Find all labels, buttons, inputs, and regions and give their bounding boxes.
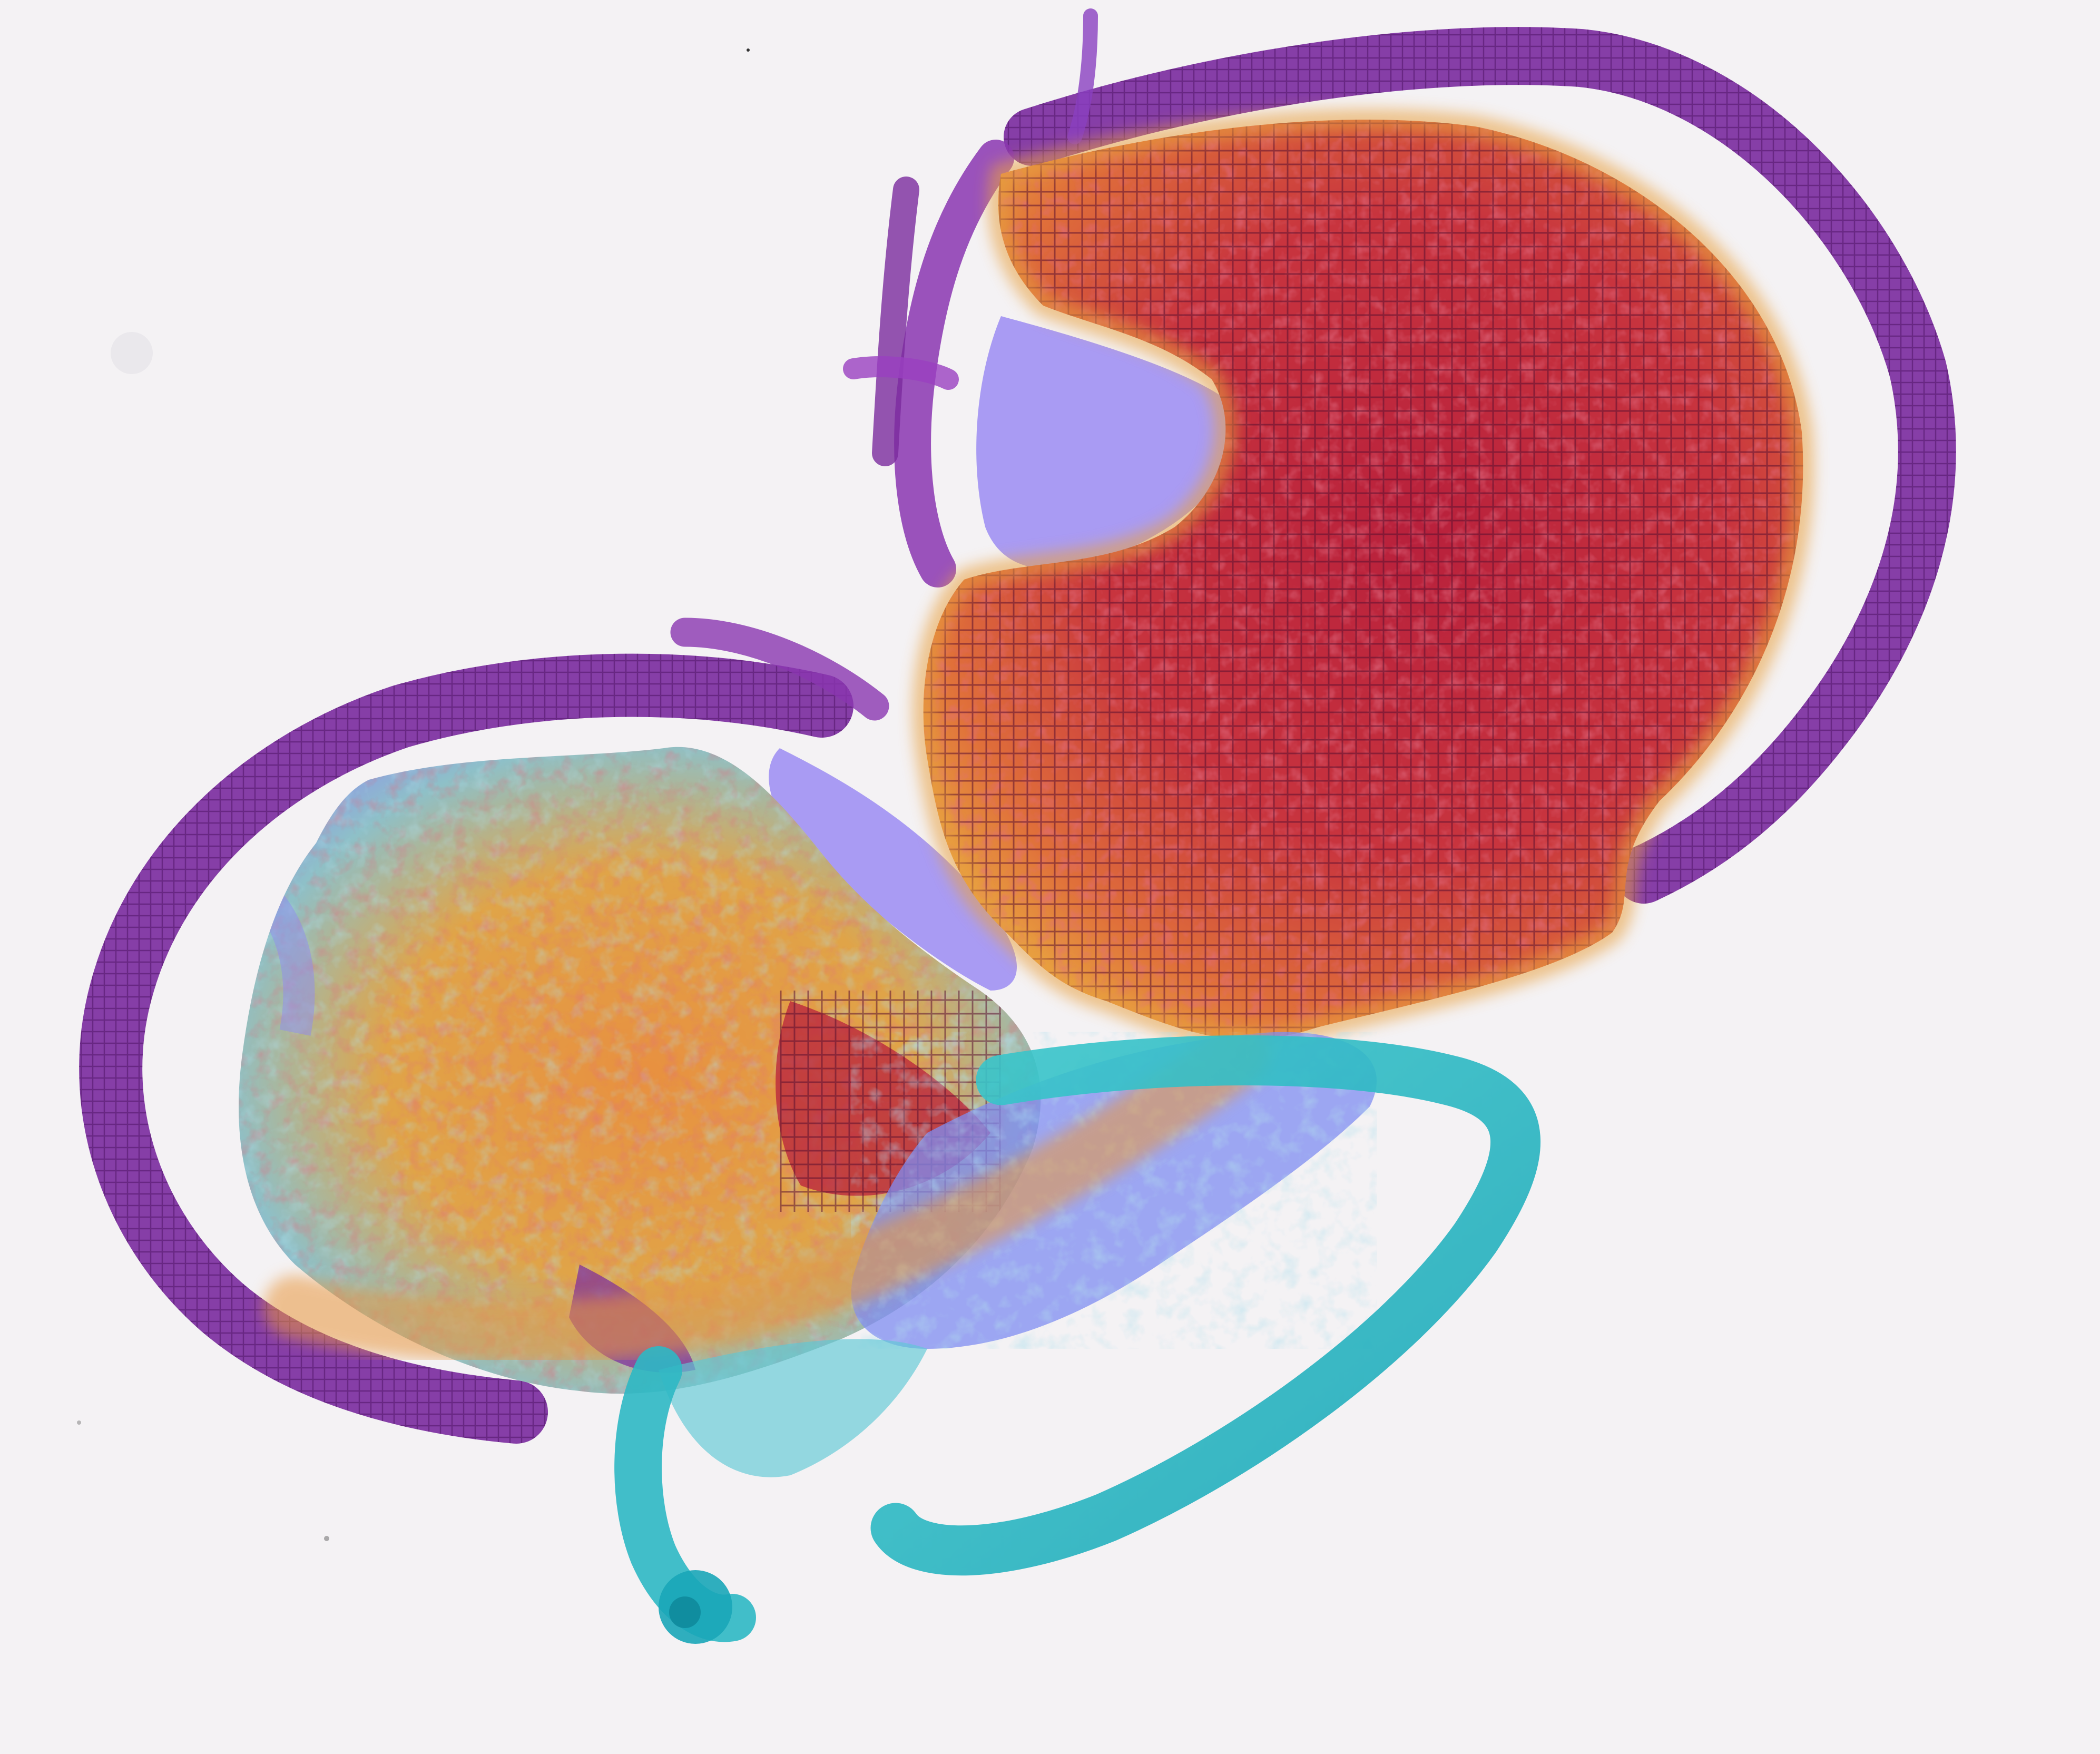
purple-marker-ring-left — [79, 618, 889, 1444]
debris-marks — [77, 48, 750, 1541]
teal-marker-hook-bottom — [614, 1035, 1540, 1644]
mixed-lower-tissue-band — [659, 1032, 1377, 1477]
purple-marker-ring-top-right — [843, 8, 1956, 904]
orange-smear-diagonal — [263, 1022, 1270, 1364]
